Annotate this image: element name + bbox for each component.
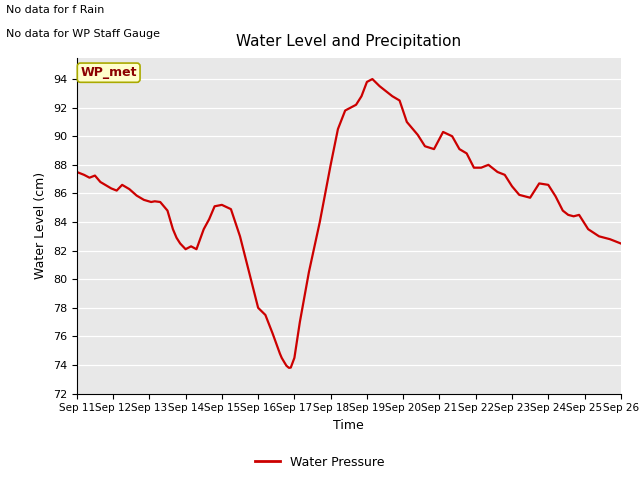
Title: Water Level and Precipitation: Water Level and Precipitation [236,35,461,49]
Text: WP_met: WP_met [81,66,137,79]
X-axis label: Time: Time [333,419,364,432]
Y-axis label: Water Level (cm): Water Level (cm) [35,172,47,279]
Legend: Water Pressure: Water Pressure [250,451,390,474]
Text: No data for f Rain: No data for f Rain [6,5,105,15]
Text: No data for WP Staff Gauge: No data for WP Staff Gauge [6,29,161,39]
